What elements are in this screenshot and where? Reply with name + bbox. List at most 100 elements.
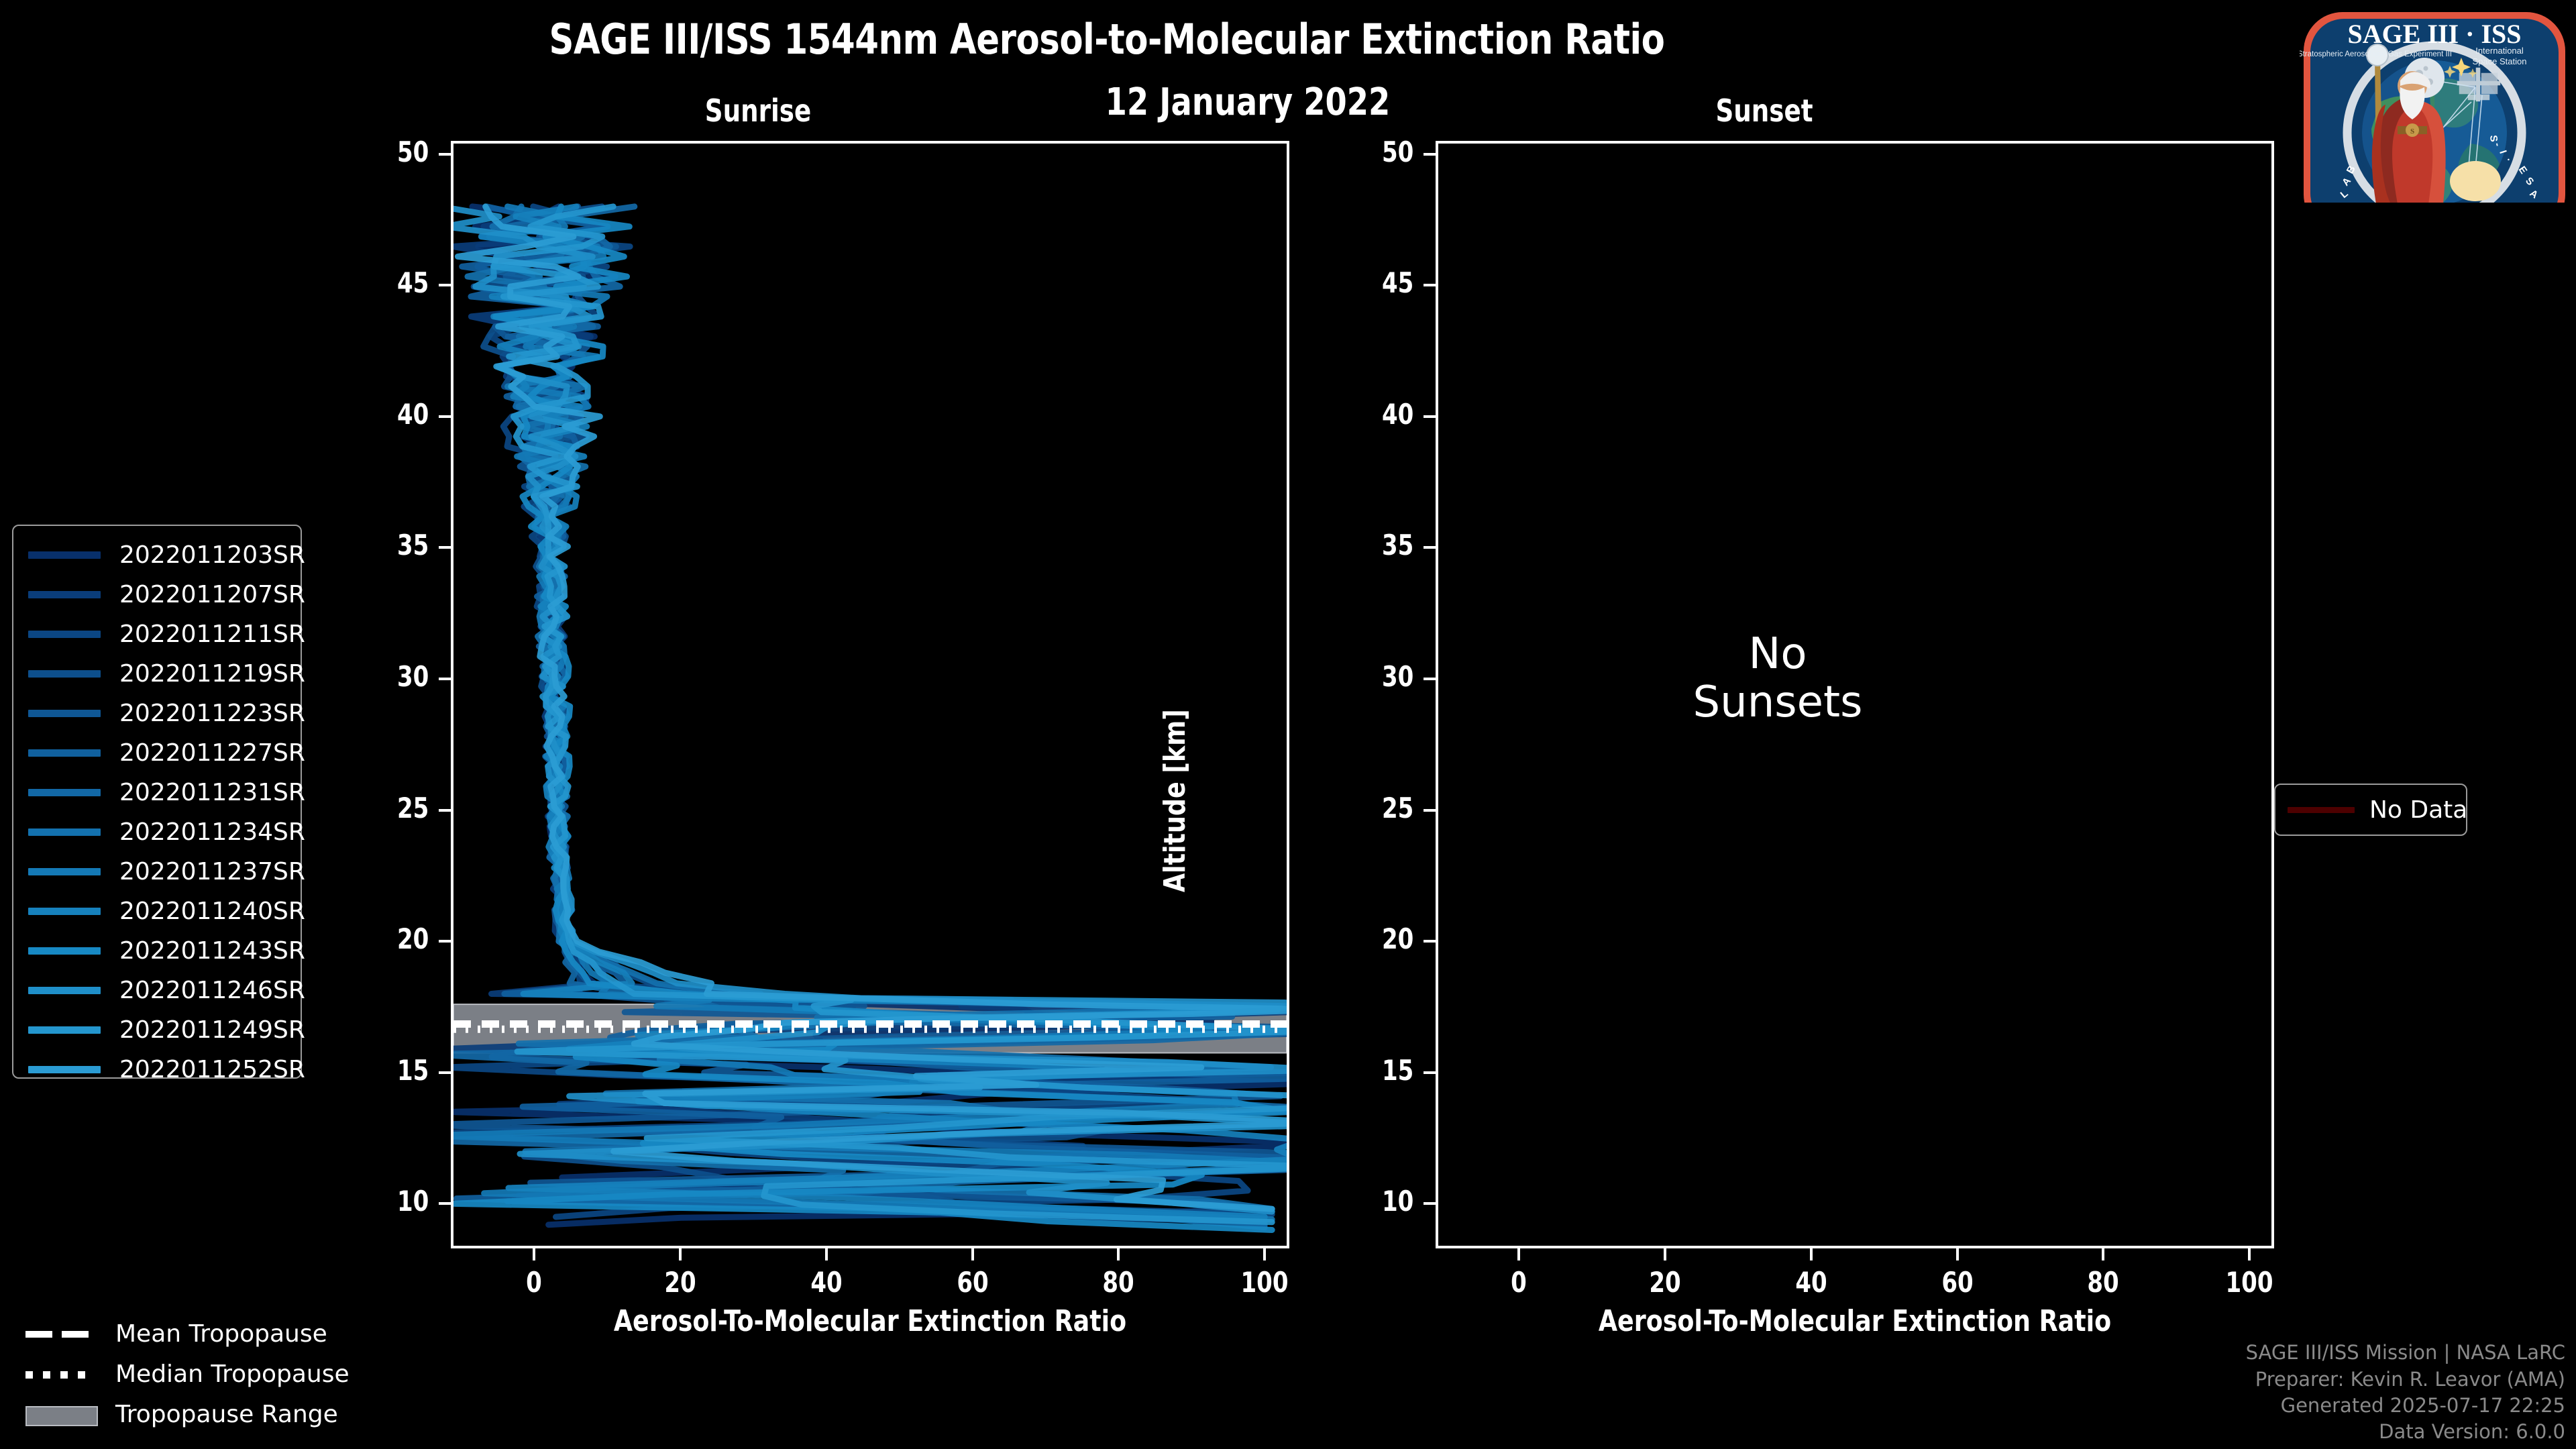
legend-color-swatch <box>28 631 101 638</box>
sunrise-x-tick-label: 80 <box>1102 1266 1135 1299</box>
legend-label: 2022011223SR <box>119 700 305 727</box>
legend-color-swatch <box>28 1066 101 1073</box>
legend-item[interactable]: 2022011211SR <box>13 614 305 654</box>
tropopause-legend-label: Mean Tropopause <box>115 1320 327 1348</box>
sunset-y-tick-mark <box>1424 546 1436 549</box>
sunrise-y-tick-mark <box>439 415 451 418</box>
tropopause-legend-key-dashed <box>25 1326 98 1342</box>
sunrise-y-tick-mark <box>439 152 451 156</box>
sunset-x-tick-mark <box>1663 1248 1666 1260</box>
svg-text:Stratospheric Aerosol and Gas: Stratospheric Aerosol and Gas Experiment… <box>2300 50 2452 58</box>
credit-line: SAGE III/ISS Mission | NASA LaRC <box>2245 1341 2565 1364</box>
tropopause-legend-item: Tropopause Range <box>13 1394 429 1434</box>
sunset-y-tick-label: 25 <box>1381 791 1414 824</box>
sunset-y-tick-mark <box>1424 284 1436 287</box>
legend-item[interactable]: 2022011219SR <box>13 654 305 694</box>
sunrise-y-tick-label: 35 <box>396 529 429 562</box>
sunset-y-tick-label: 10 <box>1381 1185 1414 1218</box>
legend-label: 2022011243SR <box>119 937 305 965</box>
legend-item[interactable]: 2022011203SR <box>13 535 305 575</box>
legend-color-swatch <box>28 987 101 994</box>
svg-text:International: International <box>2475 46 2524 56</box>
legend-label: 2022011240SR <box>119 898 305 925</box>
sunrise-y-tick-label: 10 <box>396 1185 429 1218</box>
sunrise-x-axis-label: Aerosol-To-Molecular Extinction Ratio <box>613 1304 1127 1338</box>
legend-label: 2022011211SR <box>119 621 305 648</box>
tropopause-legend-label: Median Tropopause <box>115 1360 350 1388</box>
sunset-x-tick-label: 80 <box>2087 1266 2120 1299</box>
legend-color-swatch <box>28 908 101 915</box>
sunrise-x-tick-label: 20 <box>664 1266 696 1299</box>
credit-line: Data Version: 6.0.0 <box>2379 1419 2565 1443</box>
sunset-x-tick-mark <box>2102 1248 2105 1260</box>
sunset-plot-area <box>1436 141 2274 1248</box>
series-legend[interactable]: 2022011203SR 2022011207SR 2022011211SR 2022… <box>12 525 305 1083</box>
sunset-y-tick-mark <box>1424 808 1436 812</box>
legend-color-swatch <box>28 551 101 559</box>
credit-line: Generated 2025-07-17 22:25 <box>2280 1393 2565 1417</box>
sunrise-y-tick-label: 30 <box>396 660 429 694</box>
legend-label: 2022011252SR <box>119 1056 305 1083</box>
no-data-legend[interactable]: No Data <box>2274 784 2467 836</box>
sunrise-x-tick-label: 100 <box>1240 1266 1289 1299</box>
legend-color-swatch <box>28 1026 101 1034</box>
sunrise-y-tick-mark <box>439 808 451 812</box>
legend-color-swatch <box>28 710 101 717</box>
legend-item-no-data[interactable]: No Data <box>2275 785 2468 835</box>
legend-color-swatch <box>28 947 101 955</box>
tropopause-legend-key-filled <box>25 1406 98 1426</box>
legend-item[interactable]: 2022011246SR <box>13 971 305 1010</box>
sunset-y-tick-label: 45 <box>1381 266 1414 300</box>
sunrise-y-tick-mark <box>439 1202 451 1205</box>
profile-line <box>454 203 1287 1212</box>
sunset-y-tick-mark <box>1424 678 1436 681</box>
tropopause-legend-key-dotted <box>25 1366 98 1382</box>
sunset-y-tick-mark <box>1424 415 1436 418</box>
sunrise-x-tick-label: 40 <box>810 1266 843 1299</box>
sage-iii-iss-logo: S B A L E S A · I - S SAGE III · ISS Str… <box>2300 1 2569 203</box>
sunrise-y-tick-mark <box>439 678 451 681</box>
legend-label: 2022011231SR <box>119 779 305 806</box>
sunrise-y-tick-label: 40 <box>396 397 429 431</box>
svg-text:I: I <box>2497 149 2508 155</box>
legend-item[interactable]: 2022011243SR <box>13 931 305 971</box>
sunset-y-tick-mark <box>1424 1071 1436 1074</box>
sunrise-y-tick-label: 25 <box>396 791 429 824</box>
legend-item[interactable]: 2022011231SR <box>13 773 305 812</box>
sunrise-x-tick-mark <box>532 1248 535 1260</box>
legend-color-swatch <box>28 868 101 875</box>
legend-item[interactable]: 2022011252SR <box>13 1050 305 1089</box>
sunrise-x-tick-mark <box>824 1248 828 1260</box>
sunset-x-tick-mark <box>2248 1248 2251 1260</box>
svg-text:SAGE III · ISS: SAGE III · ISS <box>2347 19 2521 49</box>
svg-text:Space Station: Space Station <box>2473 56 2527 66</box>
legend-item[interactable]: 2022011249SR <box>13 1010 305 1050</box>
legend-item[interactable]: 2022011234SR <box>13 812 305 852</box>
legend-label: 2022011237SR <box>119 858 305 885</box>
legend-item[interactable]: 2022011237SR <box>13 852 305 892</box>
sunset-y-tick-label: 40 <box>1381 397 1414 431</box>
sunset-y-tick-label: 35 <box>1381 529 1414 562</box>
legend-item[interactable]: 2022011223SR <box>13 694 305 733</box>
sunset-panel-title: Sunset <box>1715 93 1813 129</box>
credit-line: Preparer: Kevin R. Leavor (AMA) <box>2255 1367 2565 1391</box>
tropopause-legend-label: Tropopause Range <box>115 1400 338 1428</box>
legend-color-swatch <box>28 789 101 796</box>
sunrise-x-tick-label: 0 <box>525 1266 542 1299</box>
sunrise-y-tick-mark <box>439 940 451 943</box>
legend-item[interactable]: 2022011227SR <box>13 733 305 773</box>
legend-label: 2022011203SR <box>119 541 305 569</box>
sunset-y-tick-label: 15 <box>1381 1053 1414 1087</box>
sunrise-y-tick-mark <box>439 1071 451 1074</box>
legend-color-swatch <box>28 670 101 678</box>
sunset-x-tick-mark <box>1955 1248 1959 1260</box>
legend-label: 2022011219SR <box>119 660 305 688</box>
sunset-x-tick-mark <box>1809 1248 1813 1260</box>
legend-item[interactable]: 2022011207SR <box>13 575 305 614</box>
page-title: SAGE III/ISS 1544nm Aerosol-to-Molecular… <box>549 15 1665 64</box>
legend-label: 2022011246SR <box>119 977 305 1004</box>
date-title: 12 January 2022 <box>1105 80 1391 124</box>
sunset-y-tick-label: 50 <box>1381 135 1414 168</box>
legend-item[interactable]: 2022011240SR <box>13 892 305 931</box>
no-data-label: No Data <box>2369 796 2468 824</box>
